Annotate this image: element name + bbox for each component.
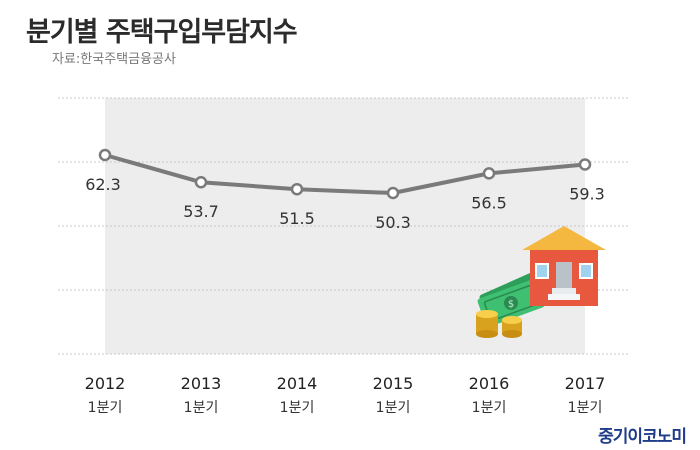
data-label: 56.5 bbox=[471, 193, 507, 212]
x-tick-quarter: 1분기 bbox=[184, 400, 219, 416]
data-point-marker bbox=[290, 182, 304, 196]
x-tick-quarter: 1분기 bbox=[472, 400, 507, 416]
data-label: 62.3 bbox=[85, 175, 121, 194]
x-tick-quarter: 1분기 bbox=[568, 400, 603, 416]
x-tick-quarter: 1분기 bbox=[280, 400, 315, 416]
svg-text:$: $ bbox=[508, 299, 514, 310]
data-point-marker bbox=[482, 167, 496, 180]
house-icon bbox=[522, 226, 606, 306]
x-tick-quarter: 1분기 bbox=[376, 400, 411, 416]
x-tick-year: 2015 bbox=[373, 374, 414, 393]
data-point-marker bbox=[386, 186, 400, 200]
data-label: 59.3 bbox=[569, 185, 605, 204]
coins-icon bbox=[476, 310, 522, 338]
data-markers bbox=[98, 148, 592, 200]
data-labels: 62.3 53.7 51.5 50.3 56.5 59.3 bbox=[85, 175, 605, 232]
chart-title: 분기별 주택구입부담지수 bbox=[26, 17, 298, 48]
x-tick-year: 2012 bbox=[85, 374, 126, 393]
x-tick-year: 2013 bbox=[181, 374, 222, 393]
series-line bbox=[104, 153, 586, 195]
brand-logo: 중기이코노미 bbox=[598, 427, 687, 447]
x-tick-year: 2016 bbox=[469, 374, 510, 393]
data-label: 50.3 bbox=[375, 213, 411, 232]
x-tick-quarter: 1분기 bbox=[88, 400, 123, 416]
x-tick-year: 2014 bbox=[277, 374, 318, 393]
data-label: 53.7 bbox=[183, 202, 219, 221]
data-point-marker bbox=[194, 175, 208, 189]
x-tick-year: 2017 bbox=[565, 374, 606, 393]
illustration: $ bbox=[476, 226, 606, 338]
data-label: 51.5 bbox=[279, 209, 315, 228]
data-point-marker bbox=[98, 148, 112, 162]
chart-source: 자료:한국주택금융공사 bbox=[52, 52, 176, 67]
x-axis-labels: 2012 1분기 2013 1분기 2014 1분기 2015 1분기 2016 1분기 2017 1… bbox=[85, 374, 606, 416]
data-point-marker bbox=[578, 158, 592, 171]
